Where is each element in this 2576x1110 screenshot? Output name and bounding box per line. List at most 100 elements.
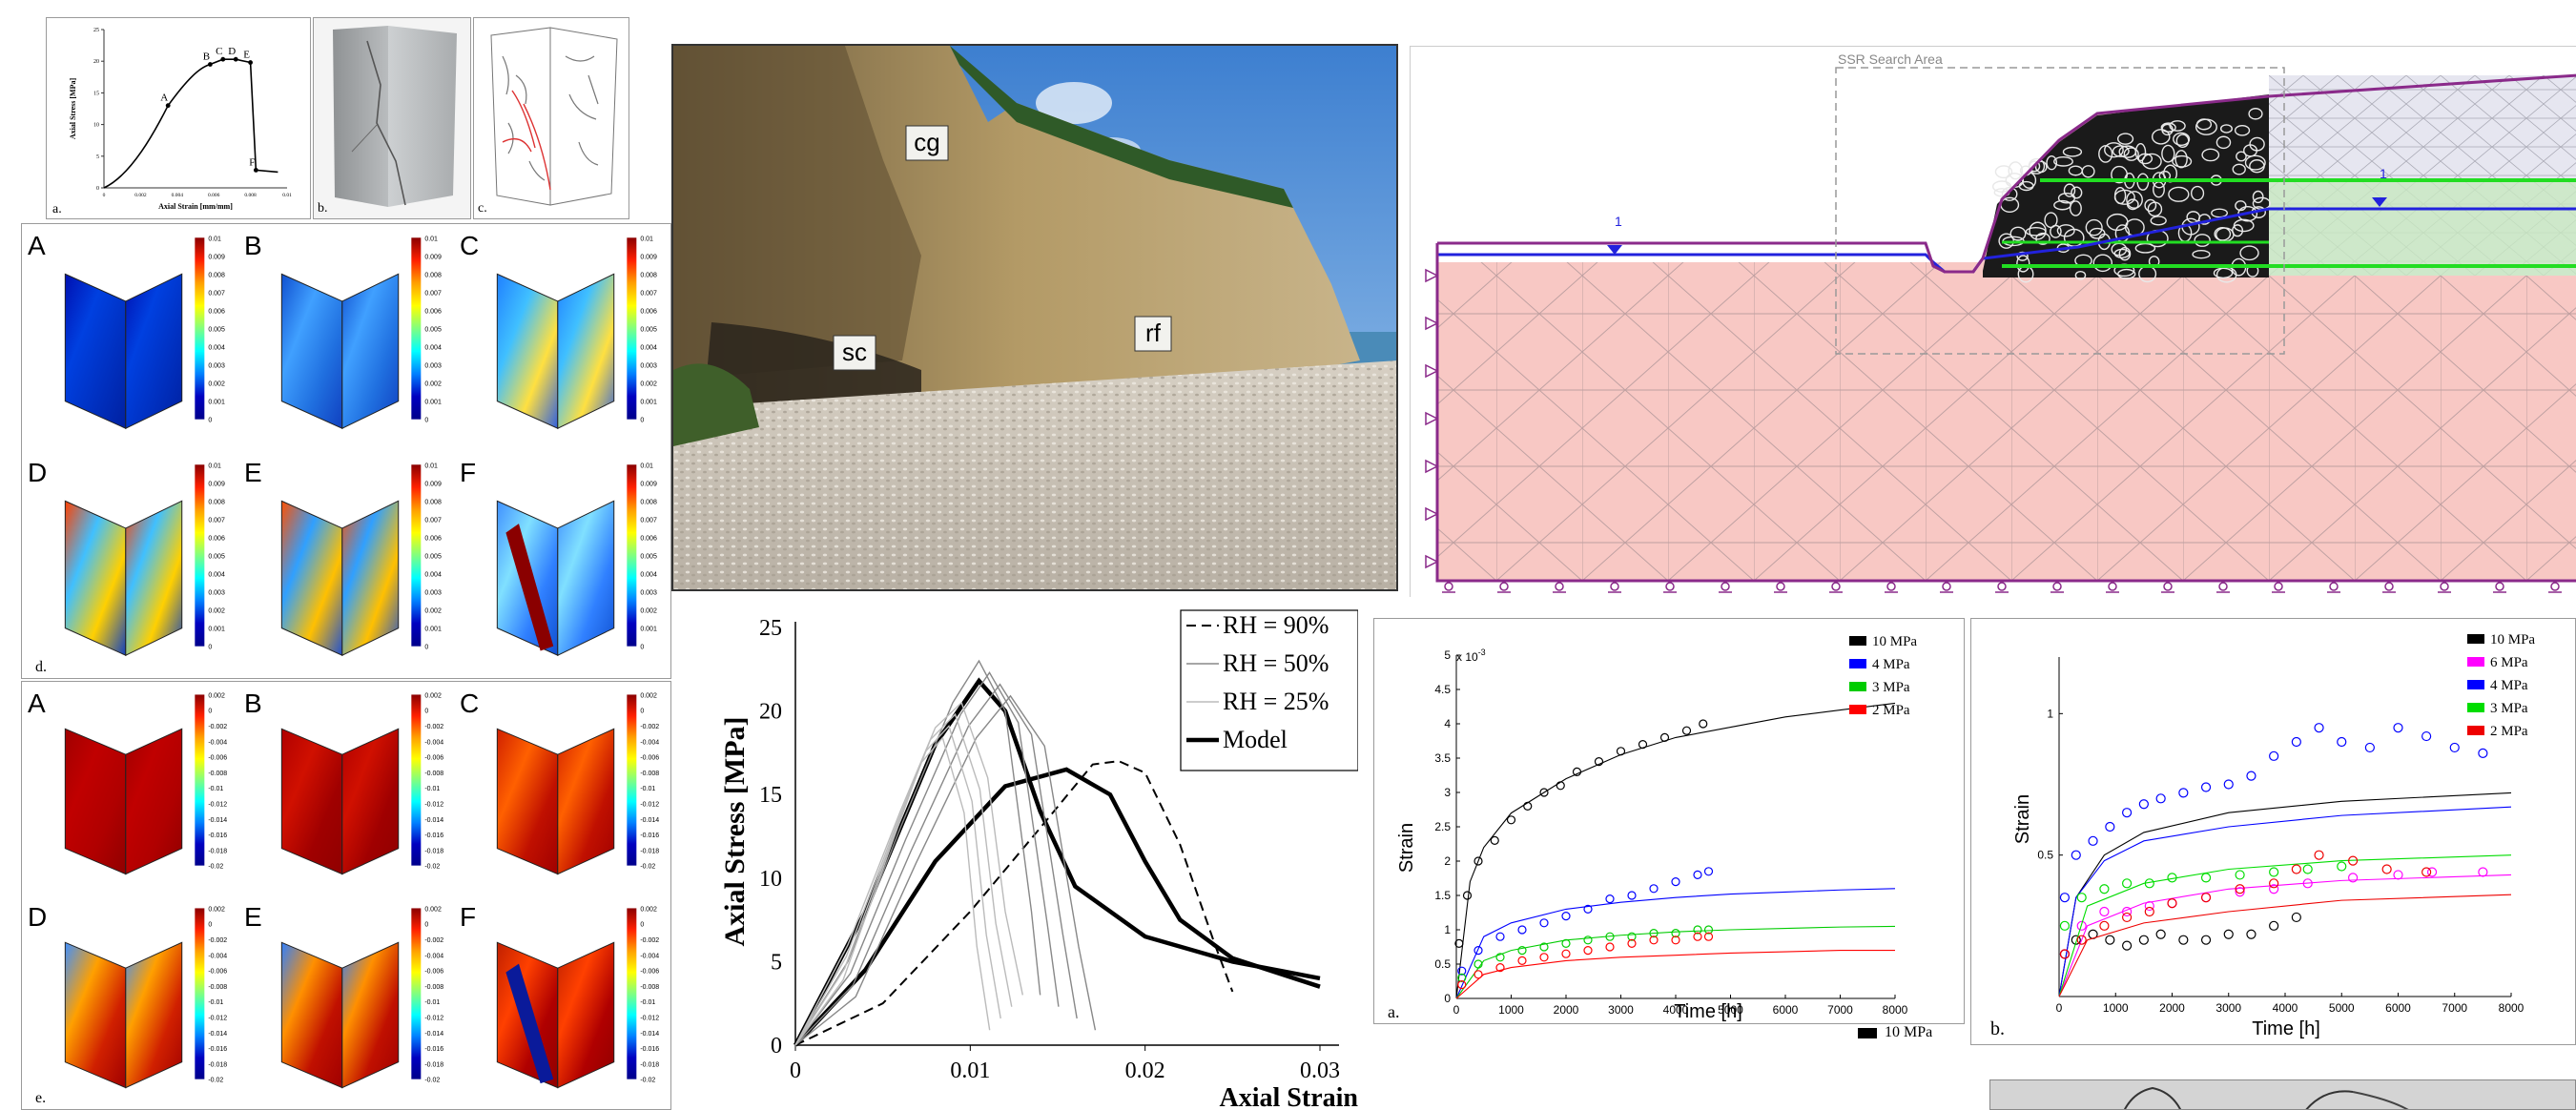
fem-rubble-particle [2232, 163, 2246, 175]
creep-data-point [1649, 929, 1659, 938]
below-legend-swatch [1858, 1027, 1877, 1038]
dic-colorbar-tick: 0.002 [641, 906, 658, 913]
dic-colorbar-tick: -0.01 [424, 999, 440, 1006]
creep-chart-b: Strain Time [h] b. 0.5 1 0 1000 2000 3000 4000… [1970, 618, 2576, 1045]
inset-point-b [207, 62, 213, 67]
creep-data-point [1454, 938, 1464, 948]
fem-rubble-particle [2053, 199, 2071, 211]
creep-data-point [1703, 867, 1714, 876]
fem-rubble-particle [2018, 180, 2034, 192]
inset-x-tick-label: 0.006 [208, 193, 220, 198]
rh-y-tick-label: 5 [771, 950, 782, 975]
creep-data-point [1473, 970, 1483, 979]
creep-y-tick-label: 2.5 [1434, 820, 1451, 833]
creep-data-point [1539, 918, 1549, 928]
dic-shear-band [505, 963, 554, 1084]
dic-colorbar-tick: -0.016 [208, 832, 227, 839]
fem-water-marker-right: 1 [2380, 166, 2387, 181]
dic-colorbar-tick: 0 [208, 922, 212, 929]
creep-data-point [2076, 920, 2087, 931]
dic-colorbar-tick: 0.006 [424, 535, 442, 542]
fem-rubble-particle [2057, 192, 2076, 204]
fem-rubble-particle [2111, 165, 2129, 184]
dic-colorbar-tick: 0.008 [641, 272, 658, 278]
fem-rubble-particle [2009, 226, 2027, 241]
fem-support-bottom [2218, 582, 2228, 591]
dic-colorbar-tick: 0.004 [424, 345, 442, 352]
fem-support-bottom [1831, 582, 1841, 591]
dic-colorbar-tick: -0.02 [208, 864, 223, 871]
dic-colorbar [627, 464, 637, 647]
creep-data-point [2076, 935, 2087, 945]
fem-rubble-particle [2016, 251, 2029, 261]
creep-data-point [1495, 953, 1505, 962]
dic-colorbar-tick: 0.002 [208, 906, 225, 913]
dic-colorbar-tick: -0.012 [641, 1015, 660, 1021]
dic-colorbar-tick: 0.004 [424, 572, 442, 579]
inset-x-tick-label: 0.008 [244, 193, 257, 198]
creep-b-x-label: Time [h] [2252, 1018, 2320, 1039]
dic-colorbar [195, 694, 205, 866]
fem-rubble-particle [2234, 125, 2251, 136]
creep-data-point [2393, 723, 2403, 733]
creep-data-point [2178, 935, 2189, 945]
creep-b-panel-letter: b. [1990, 1018, 2005, 1039]
dic-colorbar-tick: 0.004 [641, 345, 658, 352]
dic-colorbar-tick: 0.002 [424, 906, 442, 913]
creep-data-point [1693, 870, 1702, 879]
fem-rubble-particle [2213, 267, 2234, 279]
rh-legend-label: RH = 25% [1223, 688, 1329, 715]
rh-series-line [794, 701, 1024, 1046]
dic-cell-f: F 0.01 0.009 0.008 0.007 0.006 0.005 0.004 0.003… [460, 458, 658, 656]
creep-y-tick-label: 4.5 [1434, 683, 1451, 696]
inset-point-label: E [243, 50, 250, 61]
fem-rubble-particle [2219, 124, 2233, 134]
creep-data-point [1539, 788, 1549, 797]
creep-data-point [1671, 877, 1680, 887]
creep-y-tick-label: 0.5 [2037, 849, 2053, 862]
dic-colorbar-tick: 0 [424, 418, 428, 424]
creep-legend-label: 4 MPa [1872, 657, 1910, 672]
creep-data-point [1583, 946, 1593, 956]
creep-legend-label: 6 MPa [2490, 655, 2528, 670]
creep-data-point [2122, 878, 2133, 889]
creep-data-point [2122, 808, 2133, 818]
dic-colorbar-tick: 0 [641, 922, 645, 929]
creep-a-y-label: Strain [1396, 823, 1417, 873]
dic-colorbar-tick: 0.005 [641, 326, 658, 333]
creep-data-point [1699, 719, 1708, 729]
fem-rubble-particle [2201, 148, 2220, 162]
fem-rubble-particle [2050, 224, 2062, 238]
fem-support-bottom [1444, 582, 1453, 591]
dic-colorbar-tick: -0.014 [641, 817, 660, 824]
creep-data-point [2302, 878, 2313, 889]
fem-support-bottom [2384, 582, 2394, 591]
fem-rubble-particle [2235, 200, 2247, 212]
creep-x-tick-label: 3000 [1608, 1003, 1634, 1017]
creep-data-point [2167, 898, 2177, 909]
fem-rubble-particle [2134, 142, 2147, 162]
dic-face-right [557, 273, 615, 429]
dic-cell-c: C 0.01 0.009 0.008 0.007 0.006 0.005 0.004 0.003… [460, 231, 658, 429]
creep-data-point [2200, 935, 2212, 945]
creep-data-point [1495, 963, 1505, 973]
creep-data-point [1605, 942, 1615, 952]
creep-data-point [2105, 821, 2115, 832]
dic-colorbar [410, 464, 421, 647]
inset-panel-letter: a. [52, 202, 62, 216]
creep-y-tick-label: 3 [1444, 786, 1451, 799]
dic-colorbar-tick: 0.009 [641, 481, 658, 487]
dic-face-left [64, 941, 127, 1089]
creep-data-point [2099, 884, 2110, 894]
fem-support-bottom [1942, 582, 1951, 591]
dic-colorbar-tick: 0.001 [424, 627, 442, 633]
stress-strain-inset-chart: Axial Stress [MPa] Axial Strain [mm/mm] … [48, 19, 309, 217]
fem-support-bottom [2495, 582, 2504, 591]
creep-x-tick-label: 3000 [2215, 1001, 2241, 1015]
rh-stress-strain-chart: Axial Stress [MPa] Axial Strain 0 5 10 15 20… [710, 606, 1358, 1110]
dic-colorbar-tick: 0.003 [641, 363, 658, 370]
dic-face-left [64, 273, 127, 429]
fem-support-bottom [1776, 582, 1785, 591]
dic-colorbar-tick: -0.02 [424, 1078, 440, 1084]
dic-colorbar-tick: 0.003 [208, 363, 225, 370]
